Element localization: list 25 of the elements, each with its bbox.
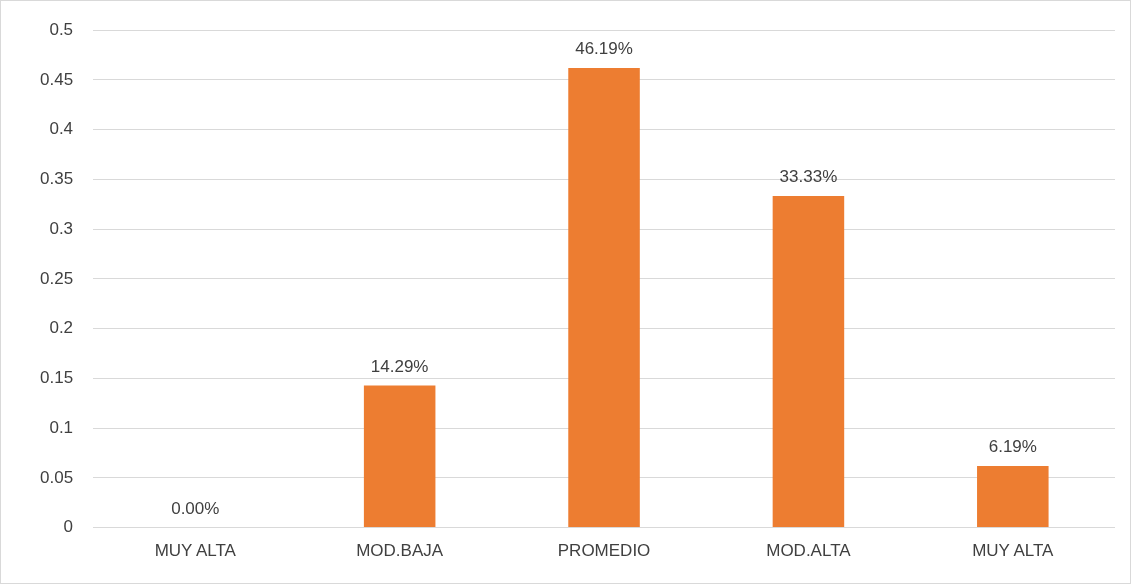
y-tick-label: 0.25 (39, 268, 74, 288)
x-tick-label: MOD.ALTA (766, 541, 852, 561)
y-tick-label: 0.2 (49, 318, 74, 338)
data-label: 46.19% (575, 39, 633, 59)
x-tick-label: MUY ALTA (154, 541, 237, 561)
data-label: 33.33% (779, 167, 838, 187)
y-tick-label: 0.5 (49, 19, 74, 39)
bar (568, 68, 640, 528)
y-tick-label: 0.4 (49, 119, 74, 139)
x-tick-label: MOD.BAJA (356, 541, 444, 561)
y-tick-label: 0.1 (49, 417, 74, 437)
y-tick-label: 0.35 (39, 169, 74, 189)
y-tick-label: 0.05 (39, 467, 74, 487)
data-label: 6.19% (988, 437, 1037, 457)
y-tick-label: 0.15 (39, 368, 74, 388)
data-label: 14.29% (370, 356, 429, 376)
data-label: 0.00% (171, 498, 220, 518)
bar (977, 466, 1049, 528)
y-tick-label: 0.3 (49, 218, 74, 238)
y-tick-label: 0.45 (39, 69, 74, 89)
y-tick-label: 0 (63, 517, 74, 537)
bar (363, 385, 436, 528)
bar (772, 196, 845, 528)
x-tick-label: MUY ALTA (972, 541, 1055, 561)
x-tick-label: PROMEDIO (557, 541, 651, 561)
